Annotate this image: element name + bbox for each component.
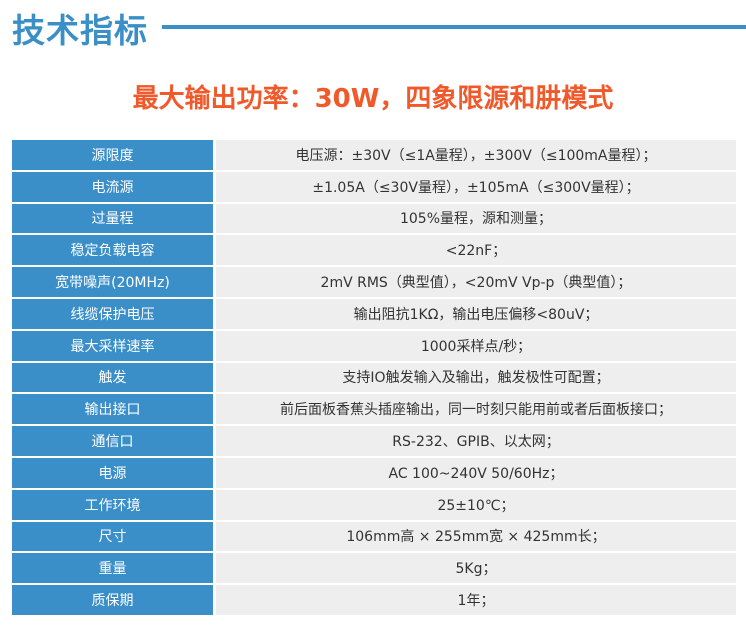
spec-row: 源限度 电压源：±30V（≤1A量程），±300V（≤100mA量程）； xyxy=(12,140,736,170)
headline: 最大输出功率：30W，四象限源和肼模式 xyxy=(132,84,614,114)
spec-row: 输出接口 前后面板香蕉头插座输出，同一时刻只能用前或者后面板接口； xyxy=(12,394,736,425)
spec-row: 最大采样速率 1000采样点/秒； xyxy=(12,330,736,361)
spec-label: 触发 xyxy=(12,362,216,393)
spec-row: 触发 支持IO触发输入及输出，触发极性可配置； xyxy=(12,362,736,393)
spec-value: 支持IO触发输入及输出，触发极性可配置； xyxy=(216,362,736,393)
title-divider xyxy=(162,25,746,29)
spec-value: 25±10℃； xyxy=(216,489,736,520)
spec-row: 稳定负载电容 <22nF； xyxy=(12,235,736,266)
spec-label: 过量程 xyxy=(12,203,216,234)
spec-label: 通信口 xyxy=(12,426,216,456)
section-title: 技术指标 xyxy=(12,11,148,50)
spec-label: 质保期 xyxy=(12,585,216,615)
spec-value: 1000采样点/秒； xyxy=(216,330,736,361)
spec-label: 重量 xyxy=(12,553,216,584)
spec-label: 线缆保护电压 xyxy=(12,298,216,329)
spec-row: 电流源 ±1.05A（≤30V量程），±105mA（≤300V量程）； xyxy=(12,171,736,202)
spec-value: AC 100~240V 50/60Hz； xyxy=(216,457,736,488)
spec-label: 最大采样速率 xyxy=(12,330,216,361)
spec-label: 电流源 xyxy=(12,171,216,202)
spec-row: 重量 5Kg； xyxy=(12,553,736,584)
spec-value: 106mm高 × 255mm宽 × 425mm长； xyxy=(216,521,736,552)
spec-row: 电源 AC 100~240V 50/60Hz； xyxy=(12,457,736,488)
spec-label: 源限度 xyxy=(12,140,216,170)
spec-row: 质保期 1年； xyxy=(12,585,736,615)
spec-value: 105%量程，源和测量； xyxy=(216,203,736,234)
spec-label: 稳定负载电容 xyxy=(12,235,216,266)
spec-label: 工作环境 xyxy=(12,489,216,520)
spec-value: 2mV RMS（典型值），<20mV Vp-p（典型值）； xyxy=(216,267,736,297)
spec-value: 前后面板香蕉头插座输出，同一时刻只能用前或者后面板接口； xyxy=(216,394,736,425)
spec-label: 宽带噪声(20MHz) xyxy=(12,267,216,297)
spec-value: 输出阻抗1KΩ，输出电压偏移<80uV； xyxy=(216,298,736,329)
spec-value: RS-232、GPIB、以太网； xyxy=(216,426,736,456)
spec-label: 尺寸 xyxy=(12,521,216,552)
spec-table: 源限度 电压源：±30V（≤1A量程），±300V（≤100mA量程）； 电流源 ±1… xyxy=(12,138,736,617)
spec-value: 1年； xyxy=(216,585,736,615)
spec-row: 尺寸 106mm高 × 255mm宽 × 425mm长； xyxy=(12,521,736,552)
spec-row: 宽带噪声(20MHz) 2mV RMS（典型值），<20mV Vp-p（典型值）； xyxy=(12,267,736,297)
spec-row: 过量程 105%量程，源和测量； xyxy=(12,203,736,234)
spec-value: <22nF； xyxy=(216,235,736,266)
spec-label: 电源 xyxy=(12,457,216,488)
spec-label: 输出接口 xyxy=(12,394,216,425)
spec-value: 5Kg； xyxy=(216,553,736,584)
spec-row: 线缆保护电压 输出阻抗1KΩ，输出电压偏移<80uV； xyxy=(12,298,736,329)
spec-row: 通信口 RS-232、GPIB、以太网； xyxy=(12,426,736,456)
spec-value: 电压源：±30V（≤1A量程），±300V（≤100mA量程）； xyxy=(216,140,736,170)
spec-value: ±1.05A（≤30V量程），±105mA（≤300V量程）； xyxy=(216,171,736,202)
spec-row: 工作环境 25±10℃； xyxy=(12,489,736,520)
